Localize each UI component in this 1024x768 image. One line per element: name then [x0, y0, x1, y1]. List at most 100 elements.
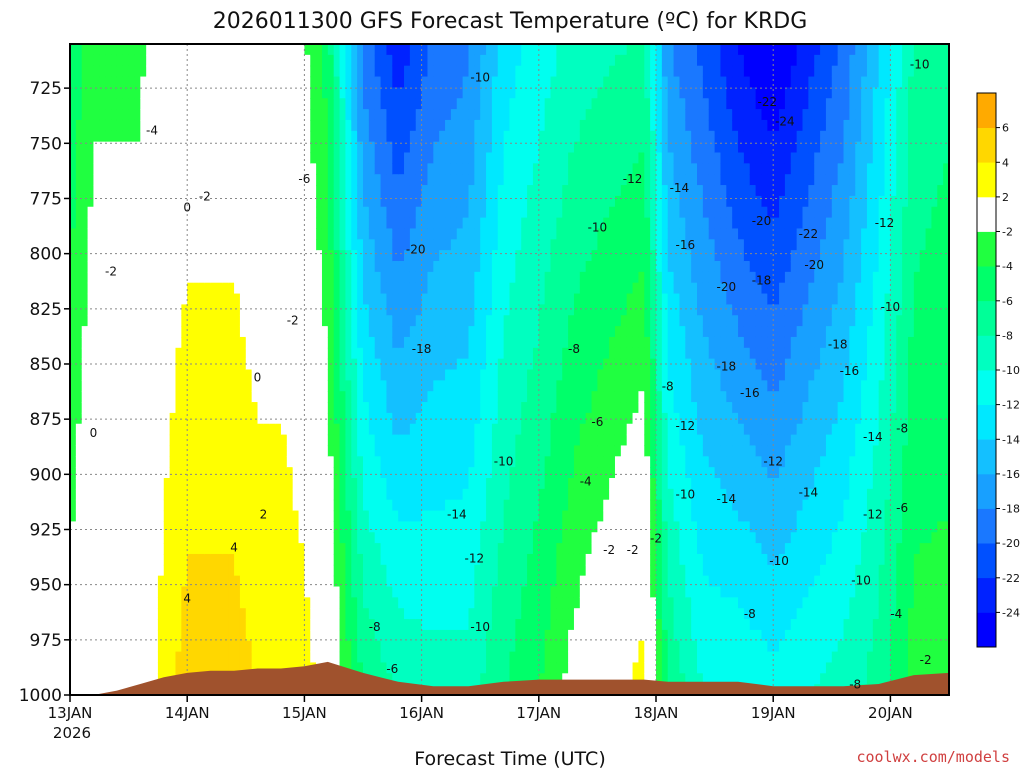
field-cell [251, 488, 259, 501]
field-cell [286, 261, 294, 273]
field-cell [310, 141, 317, 154]
field-cell [327, 163, 335, 175]
field-cell [134, 673, 141, 685]
field-cell [345, 369, 352, 381]
field-cell [263, 304, 270, 316]
field-cell [175, 662, 182, 674]
field-cell [532, 553, 540, 566]
field-cell [122, 608, 130, 620]
field-cell [245, 369, 253, 381]
field-cell [128, 206, 136, 219]
field-cell [404, 478, 411, 490]
field-cell [380, 195, 388, 208]
field-cell [550, 510, 557, 522]
field-cell [116, 326, 124, 338]
field-cell [245, 553, 253, 566]
field-cell [456, 651, 464, 664]
field-cell [310, 326, 317, 338]
field-cell [486, 65, 493, 78]
field-cell [480, 54, 487, 67]
field-cell [462, 98, 470, 110]
field-cell [404, 423, 411, 436]
field-cell [204, 532, 212, 544]
field-cell [339, 163, 347, 175]
field-cell [245, 109, 253, 121]
field-cell [298, 412, 305, 425]
field-cell [427, 130, 434, 143]
field-cell [204, 185, 212, 197]
field-cell [99, 445, 106, 457]
field-cell [333, 423, 341, 436]
field-cell [193, 467, 200, 479]
field-cell [327, 619, 335, 631]
field-cell [532, 185, 540, 197]
field-cell [216, 293, 223, 305]
field-cell [357, 553, 364, 566]
field-cell [193, 163, 200, 175]
field-cell [398, 651, 405, 664]
field-cell [239, 174, 247, 186]
field-cell [415, 152, 423, 164]
field-cell [409, 608, 417, 620]
field-cell [497, 673, 505, 685]
field-cell [210, 163, 218, 175]
field-cell [321, 65, 329, 78]
field-cell [116, 402, 124, 414]
field-cell [415, 336, 423, 349]
field-cell [157, 130, 165, 143]
field-cell [357, 261, 364, 273]
field-cell [368, 478, 376, 490]
field-cell [157, 282, 165, 295]
field-cell [404, 217, 411, 230]
field-cell [333, 87, 341, 99]
field-cell [445, 163, 452, 175]
field-cell [263, 54, 270, 67]
field-cell [544, 467, 552, 479]
field-cell [433, 347, 440, 360]
field-cell [409, 163, 417, 175]
field-cell [269, 402, 276, 414]
field-cell [304, 402, 311, 414]
field-cell [75, 488, 83, 501]
field-cell [193, 54, 200, 67]
field-cell [427, 586, 434, 598]
field-cell [275, 119, 282, 132]
field-cell [210, 261, 218, 273]
field-cell [433, 271, 440, 284]
field-cell [134, 553, 141, 566]
field-cell [146, 141, 153, 154]
field-cell [321, 304, 329, 316]
field-cell [380, 608, 388, 620]
field-cell [87, 195, 95, 208]
field-cell [538, 575, 546, 588]
field-cell [234, 228, 241, 240]
field-cell [210, 380, 218, 392]
field-cell [198, 586, 206, 598]
field-cell [187, 119, 194, 132]
field-cell [456, 119, 464, 132]
field-cell [521, 412, 528, 425]
field-cell [99, 380, 106, 392]
field-cell [486, 510, 493, 522]
field-cell [404, 619, 411, 631]
field-cell [380, 65, 388, 78]
field-cell [181, 478, 188, 490]
field-cell [122, 326, 130, 338]
field-cell [357, 391, 364, 403]
field-cell [421, 391, 429, 403]
field-cell [439, 326, 446, 338]
field-cell [392, 65, 399, 78]
field-cell [462, 402, 470, 414]
field-cell [140, 228, 147, 240]
field-cell [491, 65, 499, 78]
field-cell [357, 662, 364, 674]
field-cell [491, 141, 499, 154]
field-cell [503, 478, 511, 490]
field-cell [327, 271, 335, 284]
field-cell [245, 391, 253, 403]
field-cell [550, 217, 557, 230]
field-cell [181, 358, 188, 371]
field-cell [193, 423, 200, 436]
field-cell [204, 109, 212, 121]
field-cell [380, 98, 388, 110]
